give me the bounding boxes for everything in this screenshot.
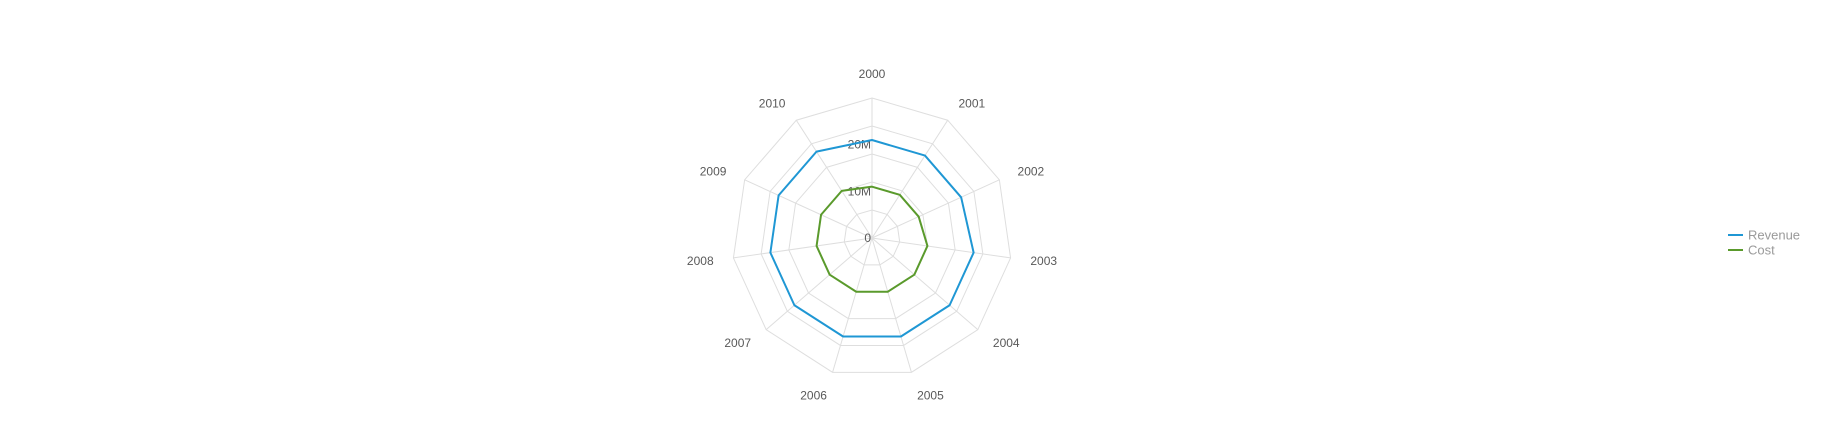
category-label: 2000 xyxy=(859,67,886,81)
category-label: 2004 xyxy=(993,336,1020,350)
radar-series xyxy=(769,139,975,338)
grid-ring xyxy=(843,209,901,266)
category-label: 2003 xyxy=(1030,254,1057,268)
category-label: 2008 xyxy=(687,254,714,268)
grid-spoke xyxy=(871,119,949,239)
radial-tick-label: 0 xyxy=(864,231,871,245)
grid-spoke xyxy=(871,237,912,373)
category-label: 2007 xyxy=(724,336,751,350)
category-label: 2001 xyxy=(959,96,986,110)
grid-spoke xyxy=(871,237,979,331)
legend-label-cost[interactable]: Cost xyxy=(1748,243,1775,258)
category-labels: 2000 2001 2002 2003 2004 2005 2006 2007 2008 2009… xyxy=(687,67,1057,403)
series-line-cost[interactable] xyxy=(815,185,929,293)
legend-label-revenue[interactable]: Revenue xyxy=(1748,228,1800,243)
grid-spoke xyxy=(871,179,1000,239)
grid-ring xyxy=(732,97,1012,373)
grid-spoke xyxy=(765,237,873,331)
category-label: 2006 xyxy=(800,389,827,403)
category-label: 2010 xyxy=(759,96,786,110)
grid-spoke xyxy=(871,237,1011,259)
grid-ring xyxy=(760,125,984,346)
category-label: 2005 xyxy=(917,389,944,403)
grid-spoke xyxy=(744,179,873,239)
radar-grid xyxy=(732,97,1012,373)
grid-spoke xyxy=(733,237,873,259)
category-label: 2002 xyxy=(1018,165,1045,179)
category-label: 2009 xyxy=(700,165,727,179)
grid-ring xyxy=(788,153,956,320)
grid-spoke xyxy=(832,237,873,373)
series-line-revenue[interactable] xyxy=(769,139,975,338)
grid-spoke xyxy=(795,119,873,239)
